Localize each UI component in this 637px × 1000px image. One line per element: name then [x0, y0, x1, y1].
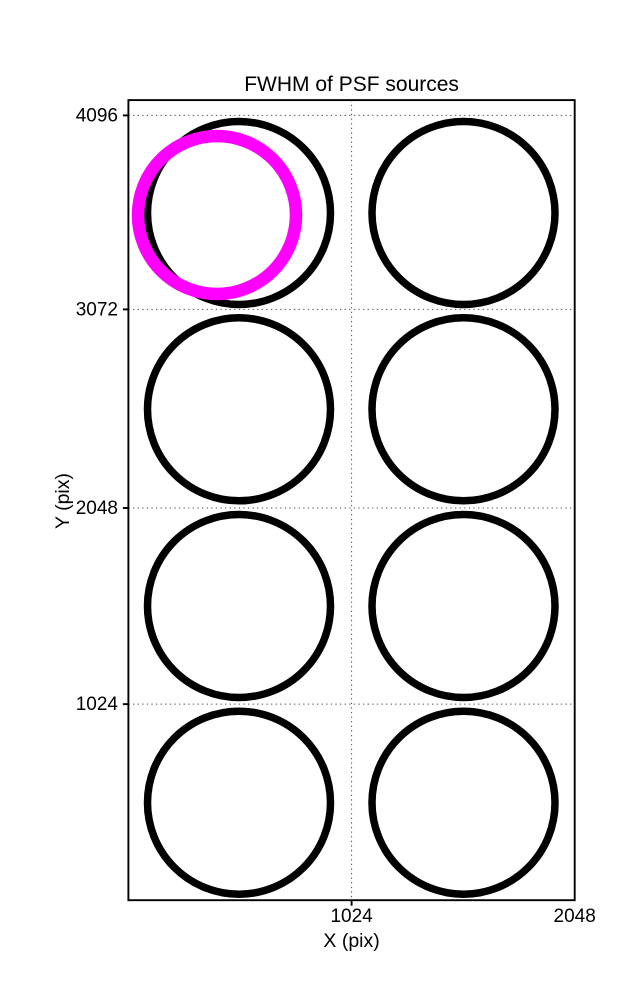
svg-text:3072: 3072 [76, 300, 118, 321]
svg-text:4096: 4096 [76, 106, 118, 127]
svg-text:Y (pix): Y (pix) [52, 473, 74, 529]
svg-text:FWHM of PSF sources: FWHM of PSF sources [244, 73, 459, 96]
svg-text:2048: 2048 [76, 498, 118, 519]
svg-text:X (pix): X (pix) [323, 930, 379, 952]
svg-text:1024: 1024 [330, 906, 373, 927]
svg-text:2048: 2048 [554, 906, 596, 927]
svg-text:1024: 1024 [76, 694, 119, 715]
